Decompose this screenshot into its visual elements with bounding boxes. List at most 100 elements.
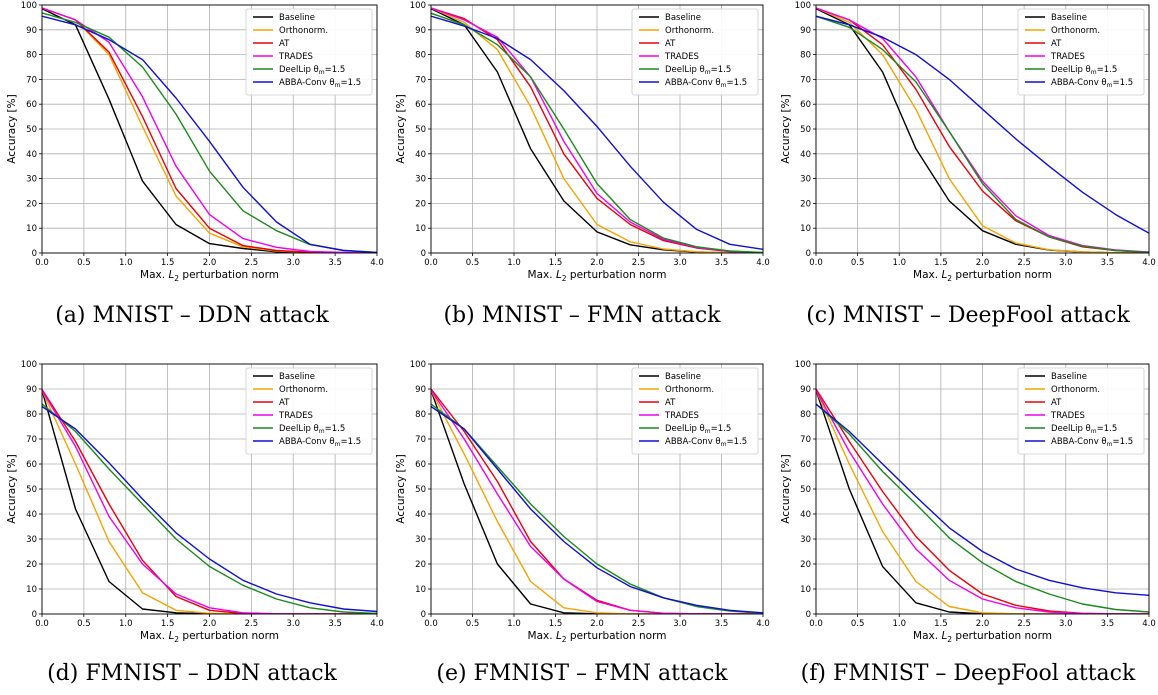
x-tick-label: 0.0 bbox=[809, 258, 823, 268]
x-tick-label: 1.0 bbox=[507, 258, 521, 268]
series-line-orthonorm bbox=[816, 390, 1149, 614]
y-tick-label: 60 bbox=[800, 460, 811, 470]
x-axis-label: Max. L2 perturbation norm bbox=[528, 630, 667, 644]
x-tick-label: 0.5 bbox=[77, 258, 91, 268]
y-axis-label: Accuracy [%] bbox=[780, 454, 792, 523]
series-lines bbox=[816, 7, 1149, 253]
y-axis-label: Accuracy [%] bbox=[395, 454, 407, 523]
y-tick-label: 90 bbox=[415, 385, 426, 395]
legend-label: AT bbox=[279, 398, 290, 408]
y-tick-label: 0 bbox=[421, 249, 426, 259]
x-tick-label: 0.5 bbox=[77, 619, 91, 629]
y-tick-label: 80 bbox=[415, 51, 426, 61]
caption-a: (a) MNIST – DDN attack bbox=[55, 303, 329, 328]
legend-label: Orthonorm. bbox=[1051, 26, 1100, 36]
y-tick-label: 100 bbox=[410, 1, 426, 11]
y-tick-label: 90 bbox=[26, 385, 37, 395]
y-tick-label: 30 bbox=[415, 535, 426, 545]
legend-label: Baseline bbox=[1051, 13, 1087, 23]
x-tick-label: 3.5 bbox=[715, 258, 729, 268]
series-line-at bbox=[42, 389, 377, 614]
y-tick-label: 10 bbox=[800, 585, 811, 595]
y-tick-label: 80 bbox=[26, 410, 37, 420]
y-tick-label: 100 bbox=[795, 1, 811, 11]
legend: Baseline Orthonorm. AT TRADES DeelLip θm=1.5… bbox=[631, 367, 759, 455]
x-tick-label: 1.5 bbox=[161, 619, 175, 629]
legend-label: TRADES bbox=[1050, 411, 1085, 421]
y-tick-label: 80 bbox=[800, 410, 811, 420]
x-tick-label: 2.0 bbox=[976, 258, 990, 268]
series-line-deellip bbox=[816, 15, 1149, 253]
y-tick-label: 40 bbox=[415, 150, 426, 160]
series-lines bbox=[816, 388, 1149, 614]
legend-label: AT bbox=[1051, 398, 1062, 408]
x-tick-label: 3.5 bbox=[715, 619, 729, 629]
y-tick-label: 40 bbox=[26, 150, 37, 160]
y-tick-label: 80 bbox=[800, 51, 811, 61]
x-axis-label: Max. L2 perturbation norm bbox=[140, 630, 279, 644]
y-tick-label: 70 bbox=[415, 435, 426, 445]
x-tick-label: 3.5 bbox=[1101, 619, 1115, 629]
y-tick-label: 60 bbox=[415, 460, 426, 470]
legend-label: DeelLip θm=1.5 bbox=[279, 65, 345, 76]
y-tick-label: 30 bbox=[800, 535, 811, 545]
y-tick-label: 70 bbox=[26, 75, 37, 85]
legend-label: TRADES bbox=[278, 411, 313, 421]
x-axis-label: Max. L2 perturbation norm bbox=[913, 630, 1052, 644]
y-tick-label: 50 bbox=[800, 125, 811, 135]
series-lines bbox=[42, 7, 377, 253]
legend-label: ABBA-Conv θm=1.5 bbox=[665, 78, 747, 89]
x-tick-label: 1.0 bbox=[507, 619, 521, 629]
x-tick-label: 3.0 bbox=[286, 619, 300, 629]
y-tick-label: 20 bbox=[26, 199, 37, 209]
x-tick-label: 3.0 bbox=[1059, 619, 1073, 629]
x-tick-label: 1.0 bbox=[892, 619, 906, 629]
y-tick-label: 0 bbox=[32, 249, 37, 259]
x-tick-label: 3.5 bbox=[1101, 258, 1115, 268]
x-tick-label: 3.0 bbox=[673, 619, 687, 629]
series-line-deellip bbox=[431, 403, 763, 614]
legend-label: ABBA-Conv θm=1.5 bbox=[1051, 437, 1133, 448]
legend-label: TRADES bbox=[278, 52, 313, 62]
x-tick-label: 1.0 bbox=[892, 258, 906, 268]
x-tick-label: 0.0 bbox=[424, 258, 438, 268]
legend-label: Baseline bbox=[665, 13, 701, 23]
y-tick-label: 70 bbox=[800, 435, 811, 445]
legend-label: ABBA-Conv θm=1.5 bbox=[665, 437, 747, 448]
legend-label: Orthonorm. bbox=[279, 385, 328, 395]
y-tick-label: 100 bbox=[410, 360, 426, 370]
legend-label: DeelLip θm=1.5 bbox=[279, 424, 345, 435]
legend-label: TRADES bbox=[664, 52, 699, 62]
legend-label: TRADES bbox=[1050, 52, 1085, 62]
y-tick-label: 90 bbox=[800, 385, 811, 395]
y-tick-label: 40 bbox=[26, 510, 37, 520]
x-tick-label: 3.0 bbox=[1059, 258, 1073, 268]
series-lines bbox=[431, 7, 763, 253]
legend-frame bbox=[245, 8, 373, 96]
x-tick-label: 1.0 bbox=[119, 619, 133, 629]
legend: Baseline Orthonorm. AT TRADES DeelLip θm=1.5… bbox=[631, 8, 759, 96]
y-tick-label: 0 bbox=[32, 610, 37, 620]
x-tick-label: 2.5 bbox=[245, 619, 259, 629]
series-line-orthonorm bbox=[42, 390, 377, 614]
panel-e: 0.0 0.5 1.0 1.5 2.0 2.5 3.0 3.5 4.0 0 10 20 30 40 50 60… bbox=[395, 360, 770, 644]
y-tick-label: 60 bbox=[415, 100, 426, 110]
y-tick-label: 70 bbox=[800, 75, 811, 85]
y-tick-label: 10 bbox=[415, 224, 426, 234]
x-tick-label: 0.0 bbox=[35, 619, 49, 629]
legend-label: AT bbox=[1051, 39, 1062, 49]
series-line-abba-conv bbox=[816, 403, 1149, 596]
x-tick-label: 1.5 bbox=[934, 619, 948, 629]
legend-label: Baseline bbox=[1051, 372, 1087, 382]
legend-label: Baseline bbox=[279, 13, 315, 23]
x-tick-label: 1.5 bbox=[161, 258, 175, 268]
x-tick-label: 2.5 bbox=[632, 258, 646, 268]
y-tick-label: 30 bbox=[26, 175, 37, 185]
x-tick-label: 1.5 bbox=[549, 619, 563, 629]
x-tick-label: 4.0 bbox=[370, 258, 384, 268]
y-tick-label: 50 bbox=[26, 485, 37, 495]
series-line-abba-conv bbox=[42, 405, 377, 613]
series-line-orthonorm bbox=[816, 7, 1149, 253]
x-tick-label: 4.0 bbox=[756, 258, 770, 268]
